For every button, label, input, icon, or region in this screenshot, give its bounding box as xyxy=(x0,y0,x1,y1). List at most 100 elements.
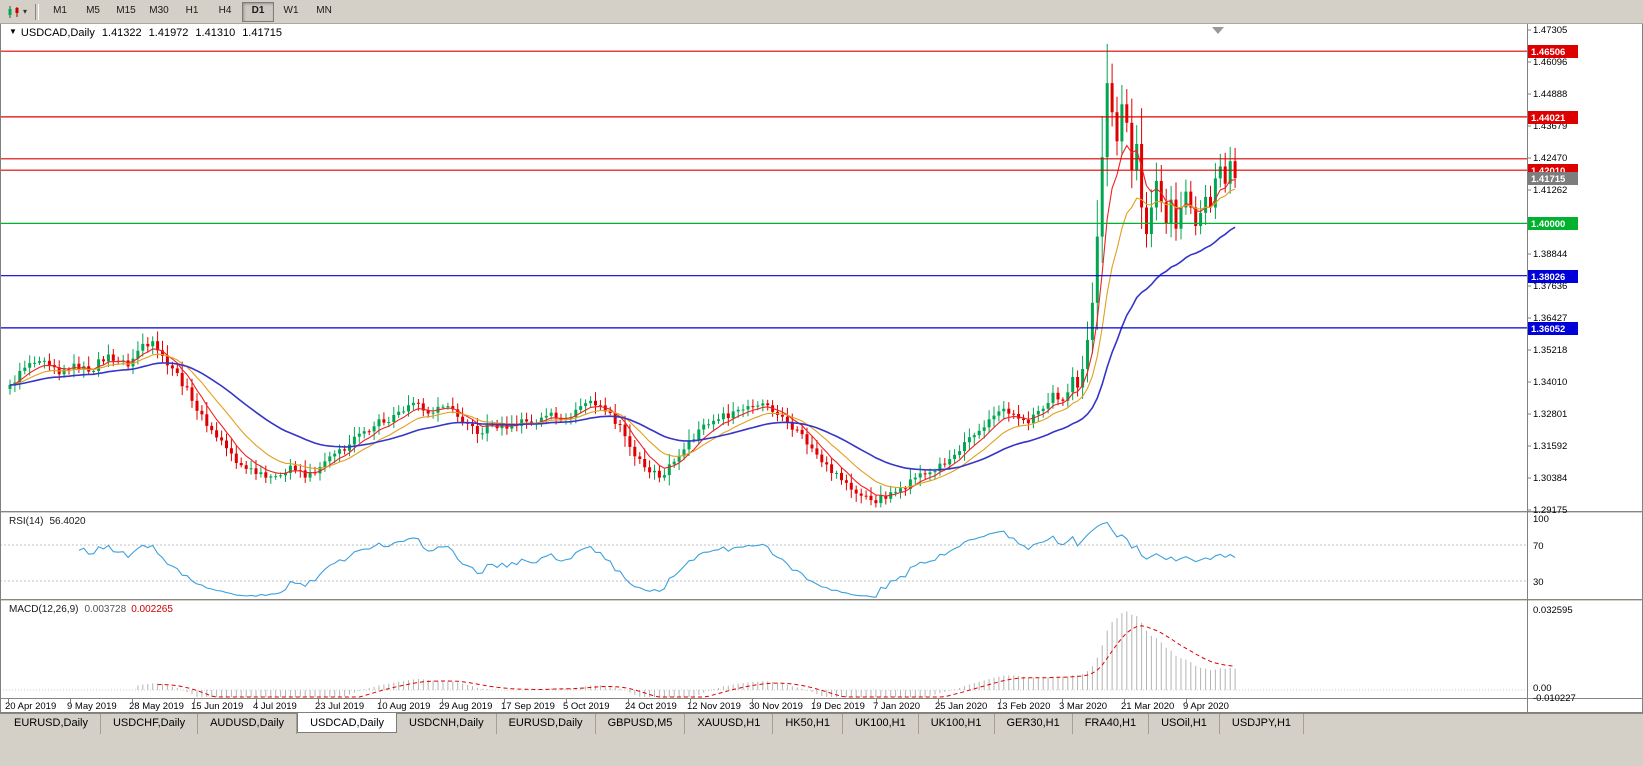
chart-tab-uk100-h1[interactable]: UK100,H1 xyxy=(918,714,995,734)
time-axis-label: 7 Jan 2020 xyxy=(873,701,920,712)
svg-text:1.44021: 1.44021 xyxy=(1531,113,1566,124)
time-axis-label: 3 Mar 2020 xyxy=(1059,701,1107,712)
time-axis-label: 24 Oct 2019 xyxy=(625,701,677,712)
chart-tab-hk50-h1[interactable]: HK50,H1 xyxy=(773,714,843,734)
chart-tab-gbpusd-m5[interactable]: GBPUSD,M5 xyxy=(595,714,686,734)
chart-tab-bar: EURUSD,Daily USDCHF,Daily AUDUSD,Daily USDC… xyxy=(0,713,1643,734)
collapse-arrow-icon[interactable]: ▼ xyxy=(9,27,17,36)
rsi-value: 56.4020 xyxy=(49,516,86,527)
chart-tab-usdjpy-h1[interactable]: USDJPY,H1 xyxy=(1219,714,1305,734)
chart-tab-usdcad-daily[interactable]: USDCAD,Daily xyxy=(297,713,398,733)
time-axis-label: 13 Feb 2020 xyxy=(997,701,1050,712)
time-axis-label: 20 Apr 2019 xyxy=(5,701,56,712)
chart-tab-usdchf-daily[interactable]: USDCHF,Daily xyxy=(100,714,199,734)
timeframe-button-h4[interactable]: H4 xyxy=(218,4,232,16)
rsi-axis-label: 100 xyxy=(1533,514,1549,525)
svg-text:1.36052: 1.36052 xyxy=(1531,324,1565,335)
macd-indicator-label: MACD(12,26,9) 0.003728 0.002265 xyxy=(9,604,173,615)
timeframe-button-w1[interactable]: W1 xyxy=(283,4,299,16)
price-axis-label: 1.34010 xyxy=(1533,377,1567,388)
candlestick-chart-icon xyxy=(8,5,19,18)
chart-tab-usoil-h1[interactable]: USOil,H1 xyxy=(1149,714,1220,734)
time-axis-label: 21 Mar 2020 xyxy=(1121,701,1174,712)
price-tag-1.41715: 1.41715 xyxy=(1528,172,1578,185)
macd-main-value: 0.003728 xyxy=(84,604,127,615)
time-axis-label: 28 May 2019 xyxy=(129,701,184,712)
candlestick-series xyxy=(8,43,1237,508)
macd-axis-label: -0.010227 xyxy=(1533,693,1576,704)
macd-histogram xyxy=(137,611,1236,697)
time-axis-label: 23 Jul 2019 xyxy=(315,701,364,712)
chart-tab-ger30-h1[interactable]: GER30,H1 xyxy=(994,714,1073,734)
time-axis-label: 19 Dec 2019 xyxy=(811,701,865,712)
price-axis-label: 1.30384 xyxy=(1533,473,1567,484)
chart-tab-eurusd-daily[interactable]: EURUSD,Daily xyxy=(496,714,596,734)
price-axis-label: 1.46096 xyxy=(1533,57,1567,68)
timeframe-button-m15[interactable]: M15 xyxy=(116,4,136,16)
price-axis-label: 1.37636 xyxy=(1533,281,1567,292)
timeframe-button-m1[interactable]: M1 xyxy=(53,4,67,16)
ohlc-high: 1.41972 xyxy=(148,27,189,39)
chart-type-button[interactable]: ▾ xyxy=(3,4,30,20)
timeframe-button-m30[interactable]: M30 xyxy=(149,4,169,16)
time-axis-label: 4 Jul 2019 xyxy=(253,701,297,712)
chart-background xyxy=(0,23,1643,713)
chart-tab-uk100-h1[interactable]: UK100,H1 xyxy=(842,714,919,734)
time-axis-label: 17 Sep 2019 xyxy=(501,701,555,712)
svg-text:1.42010: 1.42010 xyxy=(1531,166,1565,177)
symbol-period-label: USDCAD,Daily xyxy=(20,27,95,39)
chart-tab-xauusd-h1[interactable]: XAUUSD,H1 xyxy=(685,714,774,734)
rsi-name: RSI(14) xyxy=(9,516,44,527)
price-tag-1.44021: 1.44021 xyxy=(1528,111,1578,124)
ohlc-open: 1.41322 xyxy=(101,27,142,39)
price-tag-1.38026: 1.38026 xyxy=(1528,270,1578,283)
svg-text:1.46506: 1.46506 xyxy=(1531,47,1565,58)
price-axis-label: 1.38844 xyxy=(1533,249,1567,260)
price-axis-label: 1.35218 xyxy=(1533,345,1567,356)
price-tag-1.40000: 1.40000 xyxy=(1528,217,1578,230)
time-axis-label: 12 Nov 2019 xyxy=(687,701,741,712)
timeframe-button-mn[interactable]: MN xyxy=(316,4,332,16)
chart-tab-fra40-h1[interactable]: FRA40,H1 xyxy=(1072,714,1150,734)
time-axis[interactable]: 20 Apr 2019 9 May 2019 28 May 2019 15 Jun 2… xyxy=(5,699,1229,712)
time-axis-label: 9 May 2019 xyxy=(67,701,117,712)
chart-tab-eurusd-daily[interactable]: EURUSD,Daily xyxy=(2,714,101,734)
svg-text:1.40000: 1.40000 xyxy=(1531,219,1565,230)
ohlc-low: 1.41310 xyxy=(195,27,236,39)
time-axis-label: 30 Nov 2019 xyxy=(749,701,803,712)
rsi-macd-separator[interactable] xyxy=(0,599,1643,602)
time-axis-label: 15 Jun 2019 xyxy=(191,701,243,712)
time-axis-label: 5 Oct 2019 xyxy=(563,701,609,712)
macd-axis-label: 0.032595 xyxy=(1533,605,1573,616)
price-axis-label: 1.36427 xyxy=(1533,313,1567,324)
time-axis-label: 9 Apr 2020 xyxy=(1183,701,1229,712)
macd-name: MACD(12,26,9) xyxy=(9,604,79,615)
ohlc-close: 1.41715 xyxy=(242,27,282,39)
price-axis-label: 1.47305 xyxy=(1533,25,1567,36)
timeframe-button-m5[interactable]: M5 xyxy=(86,4,100,16)
macd-signal-value: 0.002265 xyxy=(131,604,173,615)
svg-text:1.41715: 1.41715 xyxy=(1531,174,1566,185)
timeframe-toolbar: M1 M5 M15 M30 H1 H4 D1 W1 MN xyxy=(44,1,340,22)
price-axis-label: 1.41262 xyxy=(1533,185,1567,196)
price-axis-label: 1.43679 xyxy=(1533,121,1567,132)
chart-tab-audusd-daily[interactable]: AUDUSD,Daily xyxy=(198,714,298,734)
chart-tab-usdcnh-daily[interactable]: USDCNH,Daily xyxy=(397,714,497,734)
price-axis-label: 1.31592 xyxy=(1533,441,1567,452)
time-axis-label: 25 Jan 2020 xyxy=(935,701,987,712)
toolbar-separator xyxy=(35,3,40,20)
moving-average-line-34 xyxy=(9,226,1236,471)
price-rsi-separator[interactable] xyxy=(0,511,1643,514)
price-axis-label: 1.29175 xyxy=(1533,505,1567,516)
moving-average-line-6 xyxy=(9,144,1236,497)
time-axis-label: 29 Aug 2019 xyxy=(439,701,492,712)
timeframe-button-h1[interactable]: H1 xyxy=(185,4,199,16)
price-axis-label: 1.44888 xyxy=(1533,89,1567,100)
moving-average-line-13 xyxy=(9,188,1236,489)
rsi-line xyxy=(78,521,1236,598)
price-axis[interactable]: 1.47305 1.46096 1.44888 1.43679 1.42470 1.412… xyxy=(1527,23,1576,712)
time-axis-label: 10 Aug 2019 xyxy=(377,701,430,712)
chart-shift-marker[interactable] xyxy=(1212,27,1224,34)
timeframe-button-d1[interactable]: D1 xyxy=(242,1,275,22)
